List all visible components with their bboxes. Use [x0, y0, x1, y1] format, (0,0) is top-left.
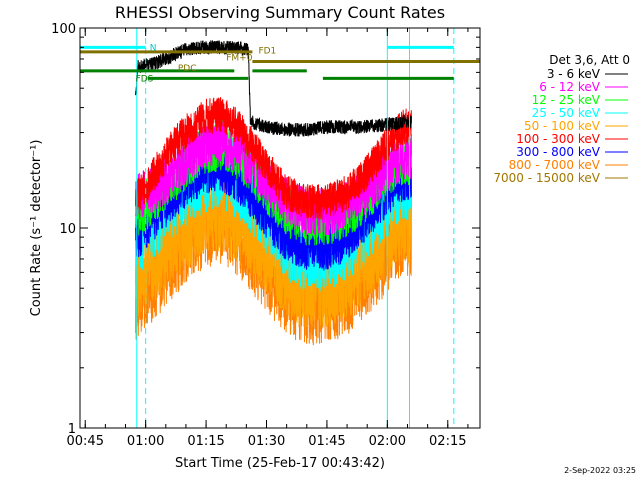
series-line-300-800-keV [135, 144, 412, 271]
y-tick-label: 1 [68, 422, 76, 437]
flag-text-0: N [150, 43, 157, 53]
legend-label: 25 - 50 keV [532, 106, 601, 120]
legend-label: 3 - 6 keV [547, 67, 601, 81]
x-tick-label: 01:00 [127, 434, 164, 449]
flag-text-3: FDS [136, 74, 154, 84]
x-tick-label: 01:15 [187, 434, 224, 449]
legend-label: 100 - 300 keV [516, 132, 600, 146]
y-tick-label: 100 [51, 22, 76, 37]
y-axis-label: Count Rate (s⁻¹ detector⁻¹) [29, 140, 44, 317]
x-tick-label: 02:00 [369, 434, 406, 449]
legend-label: 50 - 100 keV [524, 119, 601, 133]
legend-header: Det 3,6, Att 0 [549, 53, 630, 67]
series-line-3-6-keV [135, 40, 412, 137]
x-tick-label: 01:45 [308, 434, 345, 449]
flag-labels: N FD1 PDC FDS FM+0 [136, 43, 277, 84]
y-tick-label: 10 [59, 222, 76, 237]
x-tick-label: 00:45 [67, 434, 104, 449]
legend-label: 300 - 800 keV [516, 145, 600, 159]
series-line-100-300-keV [135, 97, 412, 220]
x-axis-label: Start Time (25-Feb-17 00:43:42) [175, 456, 385, 471]
footer-date: 2-Sep-2022 03:25 [564, 466, 636, 475]
flag-text-1: FD1 [258, 47, 276, 57]
chart-title: RHESSI Observing Summary Count Rates [115, 3, 445, 22]
y-axis: 1 10 100 [51, 22, 480, 437]
flag-text-2: PDC [178, 64, 197, 74]
legend-label: 800 - 7000 keV [509, 158, 601, 172]
legend-label: 6 - 12 keV [539, 80, 601, 94]
legend-label: 7000 - 15000 keV [493, 171, 600, 185]
x-axis: 00:45 01:00 01:15 01:30 01:45 02:00 02:15 [67, 28, 469, 449]
plot-area [80, 28, 480, 428]
flag-text-4: FM+0 [226, 54, 252, 64]
legend-label: 12 - 25 keV [532, 93, 601, 107]
x-tick-label: 02:15 [429, 434, 466, 449]
x-tick-label: 01:30 [248, 434, 285, 449]
